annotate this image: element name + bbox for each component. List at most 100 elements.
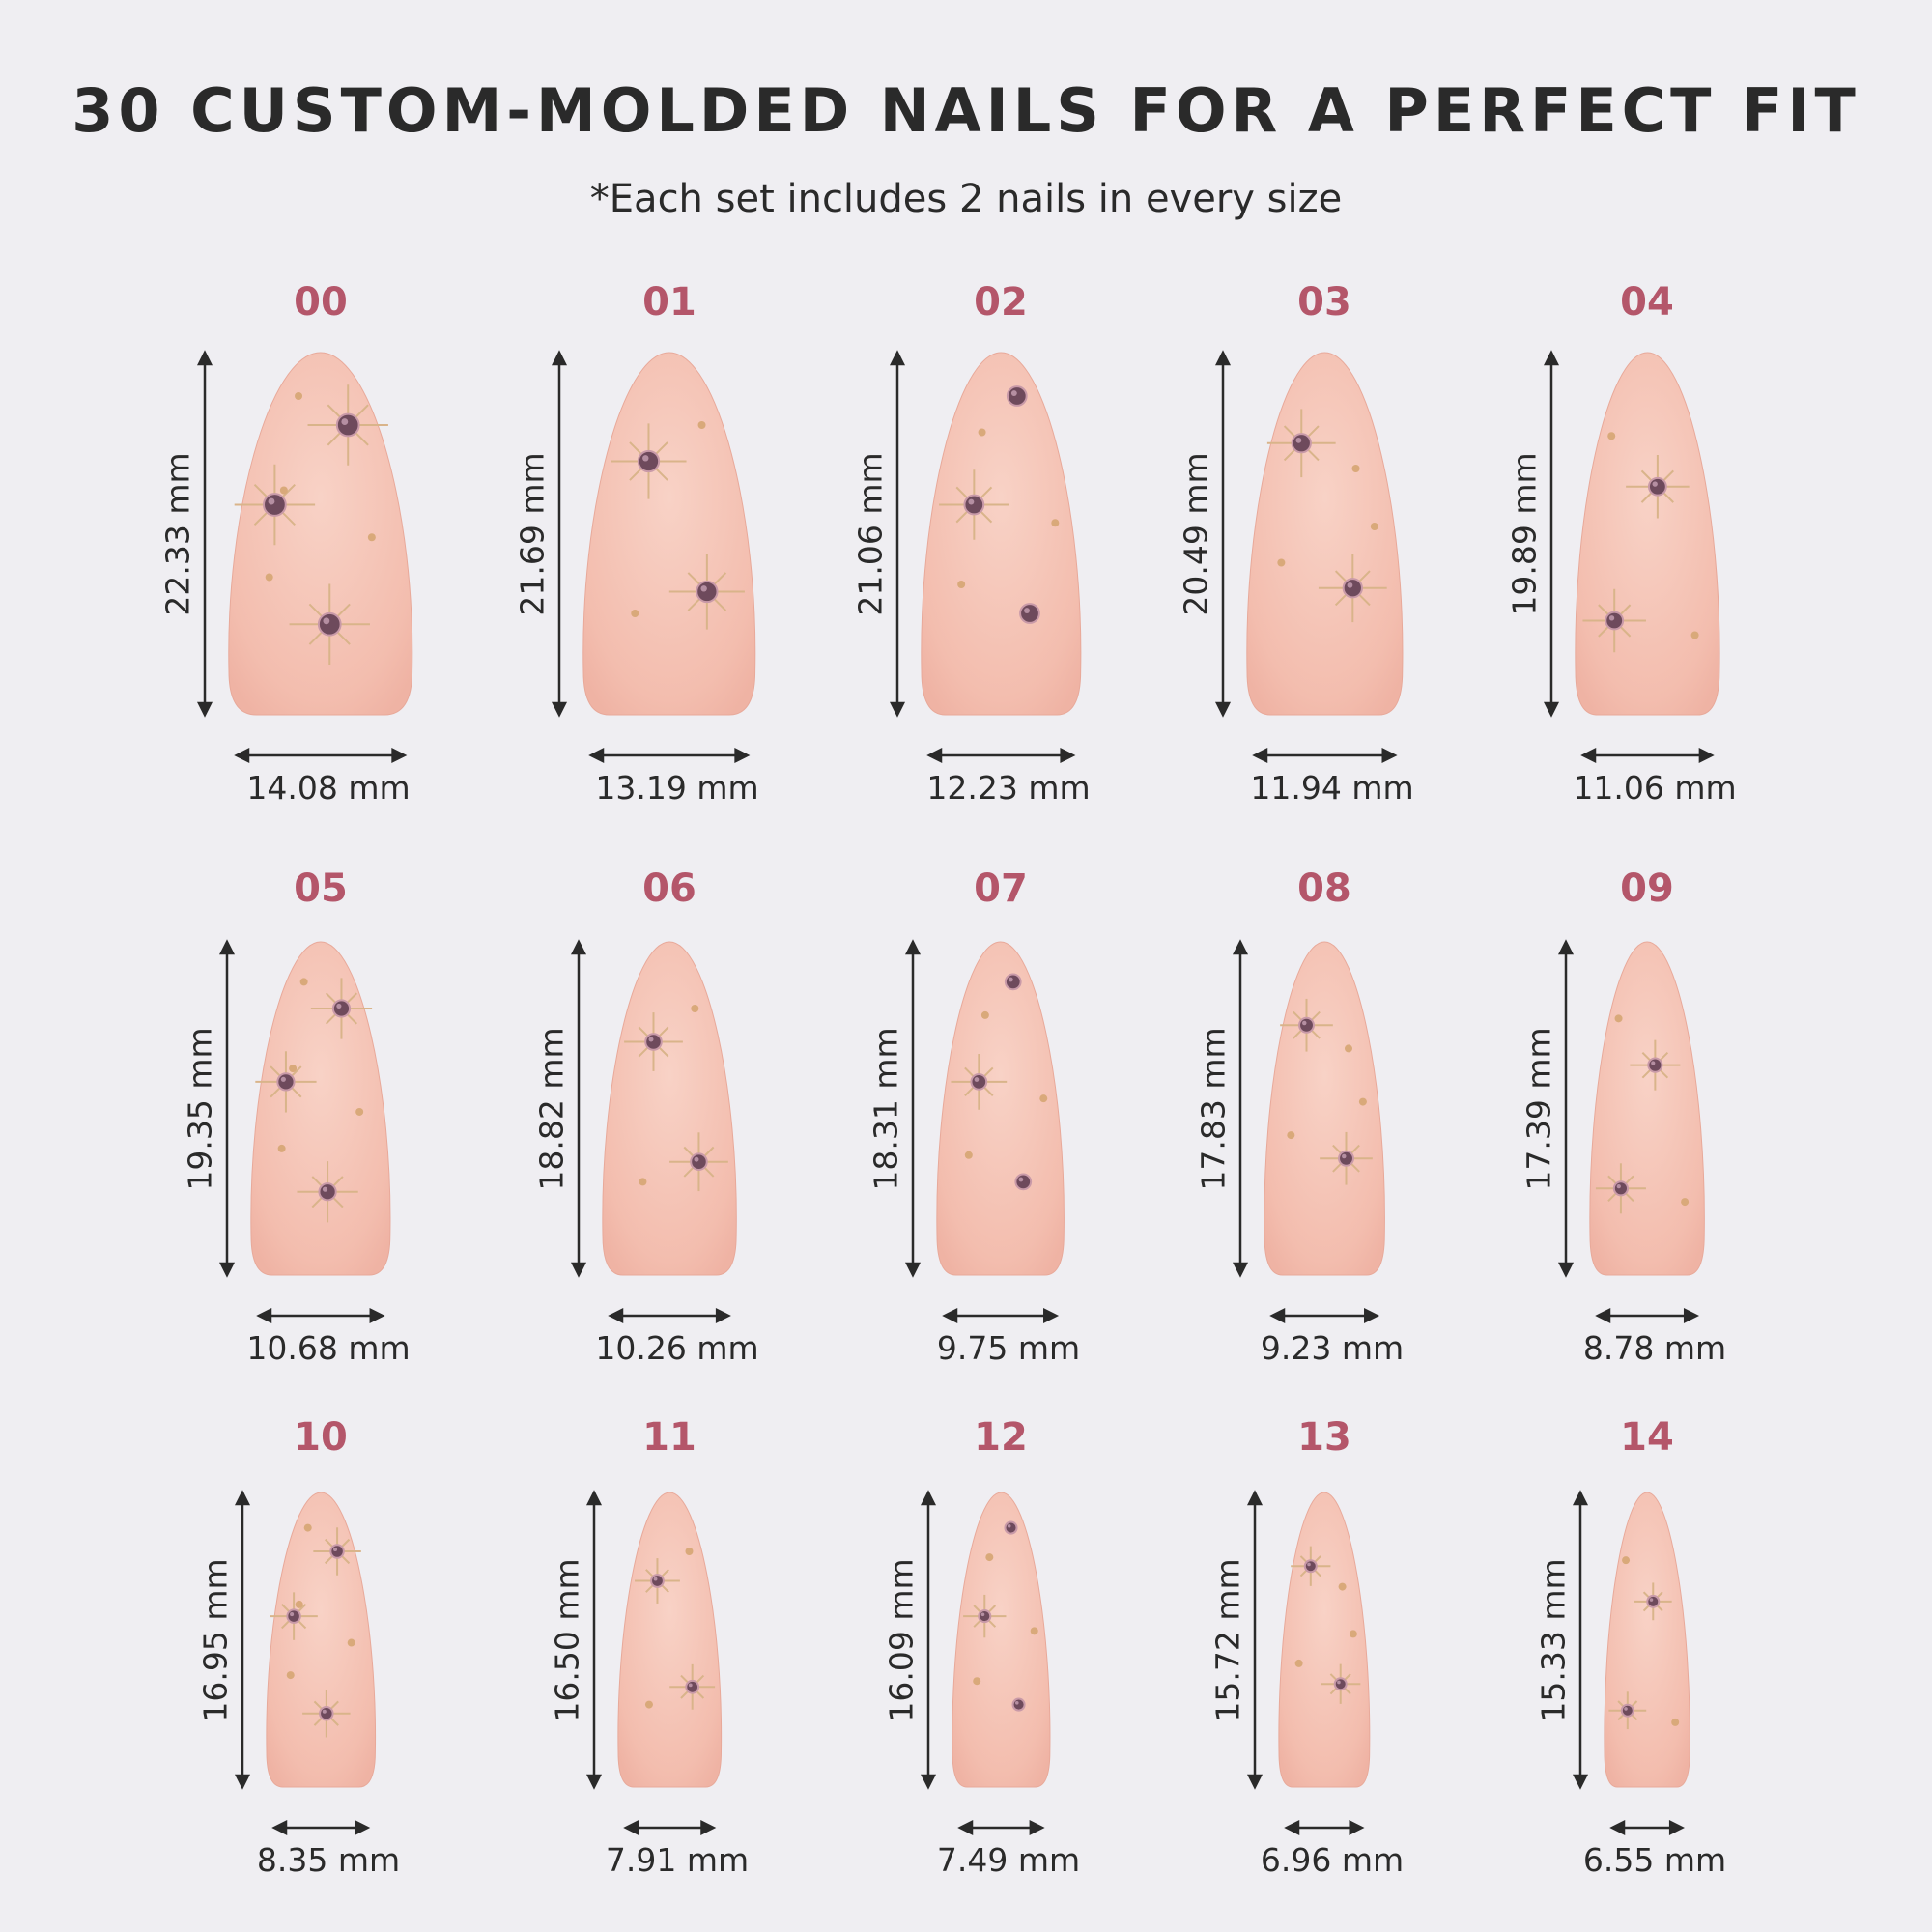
gem-icon xyxy=(696,580,719,604)
nail-shape xyxy=(1589,941,1705,1276)
gold-dot-icon xyxy=(972,1677,980,1686)
gem-icon xyxy=(977,1609,991,1624)
nail-shape xyxy=(1604,1492,1690,1788)
gem-icon xyxy=(1333,1677,1348,1691)
length-label: 19.89 mm xyxy=(1505,451,1544,616)
nail-illustration xyxy=(197,350,413,764)
gem-icon xyxy=(286,1608,301,1624)
nail-illustration xyxy=(234,1490,376,1836)
nail-illustration xyxy=(585,1490,722,1836)
gem-icon xyxy=(1005,973,1023,991)
gold-dot-icon xyxy=(347,1638,355,1647)
gold-dot-icon xyxy=(1338,1582,1347,1591)
length-arrow xyxy=(197,350,213,718)
length-label: 16.50 mm xyxy=(548,1557,586,1722)
gold-dot-icon xyxy=(368,533,377,542)
gem-icon xyxy=(318,611,342,637)
gem-icon xyxy=(1646,1594,1661,1608)
gold-dot-icon xyxy=(1030,1627,1038,1635)
width-label: 14.08 mm xyxy=(246,769,411,807)
gold-dot-icon xyxy=(644,1700,653,1709)
nail-shape xyxy=(602,941,737,1276)
width-arrow xyxy=(234,747,408,764)
nail-shape xyxy=(1574,352,1720,716)
length-arrow xyxy=(905,939,922,1278)
length-label: 18.82 mm xyxy=(532,1026,571,1191)
width-arrow xyxy=(1595,1307,1699,1324)
gem-icon xyxy=(963,494,984,516)
gem-icon xyxy=(329,1544,345,1559)
gem-icon xyxy=(276,1072,296,1092)
length-label: 18.31 mm xyxy=(867,1026,905,1191)
nail-illustration xyxy=(889,350,1081,764)
size-number: 09 xyxy=(1620,867,1674,911)
gold-dot-icon xyxy=(1050,519,1059,527)
gem-icon xyxy=(1014,1173,1033,1191)
gem-icon xyxy=(1647,1057,1663,1073)
nail-shape xyxy=(920,352,1081,716)
gem-icon xyxy=(1297,1016,1315,1034)
gem-icon xyxy=(1303,1559,1318,1574)
width-arrow xyxy=(1609,1819,1685,1836)
size-number: 00 xyxy=(294,280,348,325)
length-arrow xyxy=(1232,939,1248,1278)
nail-illustration xyxy=(1214,350,1404,764)
gold-dot-icon xyxy=(697,421,706,429)
gold-dot-icon xyxy=(978,428,986,437)
nail-illustration xyxy=(552,350,756,764)
length-arrow xyxy=(219,939,236,1278)
gold-dot-icon xyxy=(685,1548,694,1555)
gem-icon xyxy=(1004,1520,1018,1535)
width-label: 12.23 mm xyxy=(926,769,1091,807)
size-number: 10 xyxy=(294,1415,348,1460)
size-number: 08 xyxy=(1297,867,1351,911)
nail-illustration xyxy=(1247,1490,1371,1836)
page-subtitle: *Each set includes 2 nails in every size xyxy=(589,177,1343,221)
gold-dot-icon xyxy=(295,1600,303,1608)
nail-shape xyxy=(250,941,391,1276)
length-arrow xyxy=(552,350,568,718)
length-label: 22.33 mm xyxy=(158,451,197,616)
gold-dot-icon xyxy=(965,1151,974,1159)
nail-shape xyxy=(951,1492,1051,1788)
gem-icon xyxy=(318,1182,337,1202)
gem-icon xyxy=(644,1033,663,1051)
nail-illustration xyxy=(1543,350,1720,764)
gem-icon xyxy=(1342,578,1363,599)
gold-dot-icon xyxy=(1690,631,1699,639)
length-arrow xyxy=(1247,1490,1264,1790)
gold-dot-icon xyxy=(631,610,639,617)
size-number: 11 xyxy=(642,1415,696,1460)
size-number: 07 xyxy=(974,867,1028,911)
width-label: 9.23 mm xyxy=(1260,1329,1405,1367)
gold-dot-icon xyxy=(1351,465,1360,472)
gold-dot-icon xyxy=(1358,1097,1367,1106)
width-label: 11.94 mm xyxy=(1250,769,1414,807)
gem-icon xyxy=(1647,476,1667,497)
gold-dot-icon xyxy=(265,573,273,582)
gold-dot-icon xyxy=(303,1523,312,1532)
gold-dot-icon xyxy=(289,1065,298,1073)
length-label: 17.83 mm xyxy=(1194,1026,1233,1191)
gem-icon xyxy=(970,1073,988,1091)
nail-shape xyxy=(617,1492,722,1788)
width-arrow xyxy=(1579,747,1715,764)
width-arrow xyxy=(1251,747,1398,764)
width-arrow xyxy=(256,1307,385,1324)
gold-dot-icon xyxy=(1039,1094,1048,1103)
width-label: 11.06 mm xyxy=(1573,769,1737,807)
gem-icon xyxy=(685,1679,699,1694)
length-label: 16.95 mm xyxy=(196,1557,235,1722)
width-arrow xyxy=(1269,1307,1379,1324)
size-number: 04 xyxy=(1620,280,1674,325)
width-arrow xyxy=(925,747,1076,764)
width-arrow xyxy=(942,1307,1060,1324)
width-arrow xyxy=(588,747,751,764)
size-number: 13 xyxy=(1297,1415,1351,1460)
nail-illustration xyxy=(905,939,1065,1324)
nail-illustration xyxy=(570,939,737,1324)
gold-dot-icon xyxy=(1681,1198,1690,1207)
gem-icon xyxy=(336,412,360,438)
length-arrow xyxy=(234,1490,250,1790)
width-label: 7.49 mm xyxy=(936,1841,1081,1879)
